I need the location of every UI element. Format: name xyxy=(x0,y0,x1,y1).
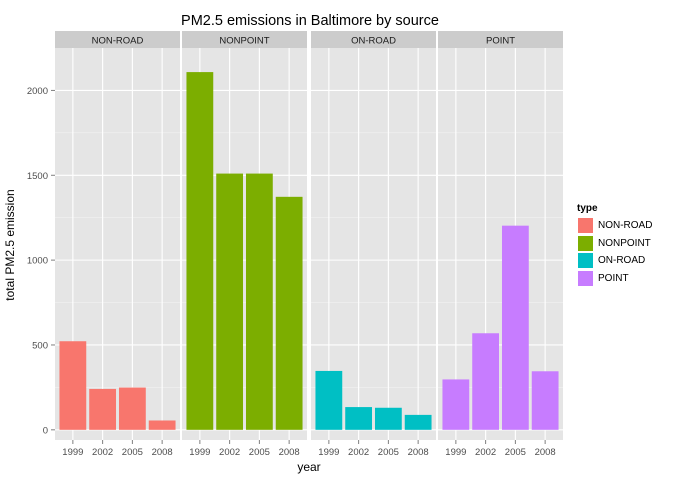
x-tick-label: 2008 xyxy=(279,447,300,458)
x-tick-label: 2002 xyxy=(219,447,240,458)
facet-strip-on-road xyxy=(311,31,436,48)
y-tick-label: 1500 xyxy=(27,171,48,182)
x-tick-label: 2002 xyxy=(348,447,369,458)
x-tick-label: 1999 xyxy=(318,447,339,458)
legend-key-nonpoint xyxy=(577,234,594,252)
bar-nonpoint-1999 xyxy=(186,72,214,430)
x-tick-label: 1999 xyxy=(445,447,466,458)
facet-label-nonpoint: NONPOINT xyxy=(219,36,269,47)
legend-item-on-road: ON-ROAD xyxy=(577,252,652,270)
x-tick-label: 2005 xyxy=(378,447,399,458)
x-tick-label: 2005 xyxy=(505,447,526,458)
bar-non-road-2008 xyxy=(148,420,176,430)
x-tick-label: 1999 xyxy=(189,447,210,458)
x-tick-label: 1999 xyxy=(62,447,83,458)
bar-nonpoint-2002 xyxy=(216,173,244,430)
facet-strip-point xyxy=(438,31,563,48)
y-tick-label: 0 xyxy=(43,425,48,436)
legend-item-non-road: NON-ROAD xyxy=(577,217,652,235)
bar-point-2005 xyxy=(501,225,529,430)
bar-on-road-2008 xyxy=(404,414,432,430)
legend-title: type xyxy=(577,203,598,214)
bar-non-road-2005 xyxy=(118,387,146,430)
bar-nonpoint-2008 xyxy=(275,196,303,430)
bar-nonpoint-2005 xyxy=(245,173,273,430)
facet-strip-non-road xyxy=(55,31,180,48)
y-tick-label: 2000 xyxy=(27,86,48,97)
bar-on-road-1999 xyxy=(315,370,343,430)
bar-non-road-1999 xyxy=(59,341,87,430)
facet-label-point: POINT xyxy=(486,36,515,47)
legend-label: POINT xyxy=(598,272,629,284)
x-tick-label: 2002 xyxy=(475,447,496,458)
bar-on-road-2002 xyxy=(345,407,373,430)
legend-label: NON-ROAD xyxy=(598,220,653,232)
x-tick-label: 2002 xyxy=(92,447,113,458)
bar-on-road-2005 xyxy=(374,407,402,430)
facet-strip-nonpoint xyxy=(182,31,307,48)
x-axis-label: year xyxy=(297,460,321,474)
bar-point-2008 xyxy=(531,371,559,430)
x-tick-label: 2008 xyxy=(152,447,173,458)
y-tick-label: 500 xyxy=(32,340,48,351)
bar-non-road-2002 xyxy=(89,388,117,430)
x-tick-label: 2008 xyxy=(535,447,556,458)
legend: type NON-ROAD NONPOINT ON-ROAD POINT xyxy=(577,203,652,287)
bar-point-2002 xyxy=(472,333,500,430)
x-tick-label: 2008 xyxy=(408,447,429,458)
x-tick-label: 2005 xyxy=(249,447,270,458)
facet-label-non-road: NON-ROAD xyxy=(92,36,144,47)
legend-item-point: POINT xyxy=(577,269,652,288)
y-tick-label: 1000 xyxy=(27,256,48,267)
bar-point-1999 xyxy=(442,379,470,430)
facet-label-on-road: ON-ROAD xyxy=(351,36,396,47)
legend-label: NONPOINT xyxy=(598,237,651,249)
legend-label: ON-ROAD xyxy=(598,255,646,267)
legend-key-on-road xyxy=(577,252,594,270)
legend-key-non-road xyxy=(577,217,594,235)
chart-title: PM2.5 emissions in Baltimore by source xyxy=(181,13,439,29)
y-axis-label: total PM2.5 emission xyxy=(3,189,17,301)
legend-item-nonpoint: NONPOINT xyxy=(577,234,652,253)
legend-items: NON-ROAD NONPOINT ON-ROAD POINT xyxy=(577,217,652,287)
legend-key-point xyxy=(577,269,594,287)
x-tick-label: 2005 xyxy=(122,447,143,458)
